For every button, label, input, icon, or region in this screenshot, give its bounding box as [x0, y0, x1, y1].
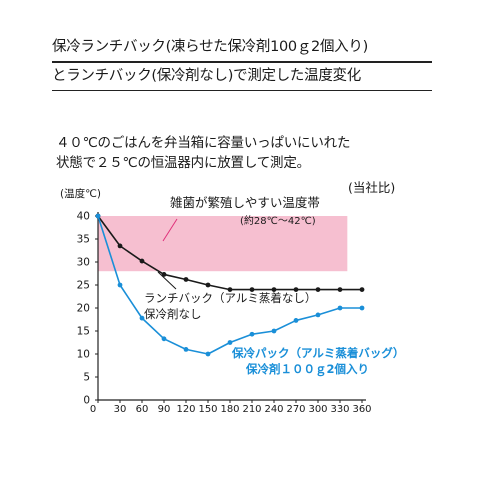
axis-layer: 0 5 10 15 20 25 30 35 40 0 30 60 90 120 150 180 210 240 27… [77, 211, 372, 416]
description-line-1: ４０℃のごはんを弁当箱に容量いっぱいにいれた [56, 135, 351, 151]
y-tick-label: 20 [77, 303, 90, 315]
series-2-point [337, 305, 343, 311]
title-underline [52, 89, 432, 91]
series-layer [95, 213, 365, 357]
series-2-point [293, 318, 299, 323]
series-1-point [139, 258, 145, 264]
series-1-point [249, 287, 255, 292]
danger-temperature-band [98, 216, 348, 272]
series-2-point [183, 347, 189, 352]
y-axis-label: (温度℃) [60, 187, 101, 200]
x-tick-label: 90 [158, 404, 171, 415]
y-tick-label: 5 [83, 372, 90, 384]
series-2-point [359, 305, 365, 311]
series-1-point [359, 287, 365, 292]
x-tick-label: 240 [264, 404, 283, 415]
series-2-point [227, 340, 233, 345]
series-1-point [205, 282, 211, 288]
title-block: 保冷ランチバック(凍らせた保冷剤100ｇ2個入り) とランチバック(保冷剤なし)… [52, 36, 432, 93]
x-tick-label: 270 [286, 404, 305, 415]
series-2-point [271, 328, 277, 334]
x-tick-label: 30 [114, 404, 127, 415]
y-tick-label: 35 [77, 234, 90, 246]
y-tick-label: 10 [77, 349, 90, 361]
x-tick-label: 330 [330, 404, 349, 415]
series-2-label-line-2: 保冷剤１００ｇ2個入り [245, 362, 369, 377]
band-sublabel: (約28℃〜42℃) [240, 214, 316, 227]
x-tick-label: 150 [198, 404, 217, 415]
x-tick-label: 210 [242, 404, 261, 415]
series-2-point [249, 331, 255, 337]
y-tick-label: 0 [83, 395, 90, 407]
x-tick-label: 360 [352, 404, 371, 415]
series-1-point [271, 287, 277, 292]
y-tick-label: 30 [77, 257, 90, 269]
description: ４０℃のごはんを弁当箱に容量いっぱいにいれた 状態で２５℃の恒温器内に放置して測… [56, 133, 456, 173]
description-line-2: 状態で２５℃の恒温器内に放置して測定。 [56, 155, 310, 171]
band-label: 雑菌が繁殖しやすい温度帯 [170, 195, 320, 210]
series-1-label-line-1: ランチバック（アルミ蒸着なし） [144, 291, 316, 305]
series-1-point [117, 243, 123, 249]
x-tick-label: 300 [308, 404, 327, 415]
series-2-point [315, 312, 321, 318]
x-tick-label: 60 [136, 404, 149, 415]
source-note: (当社比) [348, 180, 395, 195]
y-tick-label: 15 [77, 326, 90, 338]
series-1-leader-line [157, 271, 177, 290]
series-2-point [117, 282, 123, 288]
series-1-point [293, 287, 299, 292]
y-tick-label: 25 [77, 280, 90, 292]
title-line-1: 保冷ランチバック(凍らせた保冷剤100ｇ2個入り) [52, 39, 368, 55]
title-line-2: とランチバック(保冷剤なし)で測定した温度変化 [52, 67, 361, 84]
series-1-point [227, 287, 233, 292]
series-1-label-line-2: 保冷剤なし [144, 307, 202, 321]
series-1-point [183, 277, 189, 282]
series-2-point [139, 315, 145, 321]
x-tick-label: 120 [176, 404, 195, 415]
series-1-point [161, 272, 167, 277]
series-2-point [161, 336, 167, 342]
text-layer: (温度℃) (当社比) 雑菌が繁殖しやすい温度帯 (約28℃〜42℃) ランチバック（ア… [60, 180, 404, 377]
x-tick-label: 0 [90, 404, 96, 415]
series-1-point [337, 287, 343, 292]
band-pointer-line [162, 218, 178, 242]
series-2-point [205, 351, 211, 357]
band-layer [98, 216, 348, 272]
series-2-label-line-1: 保冷パック（アルミ蒸着バッグ） [231, 346, 404, 360]
title-underline [52, 61, 432, 63]
x-tick-label: 180 [220, 404, 239, 415]
y-tick-label: 40 [77, 211, 90, 223]
series-1-point [315, 287, 321, 292]
series-2-point [95, 213, 101, 219]
